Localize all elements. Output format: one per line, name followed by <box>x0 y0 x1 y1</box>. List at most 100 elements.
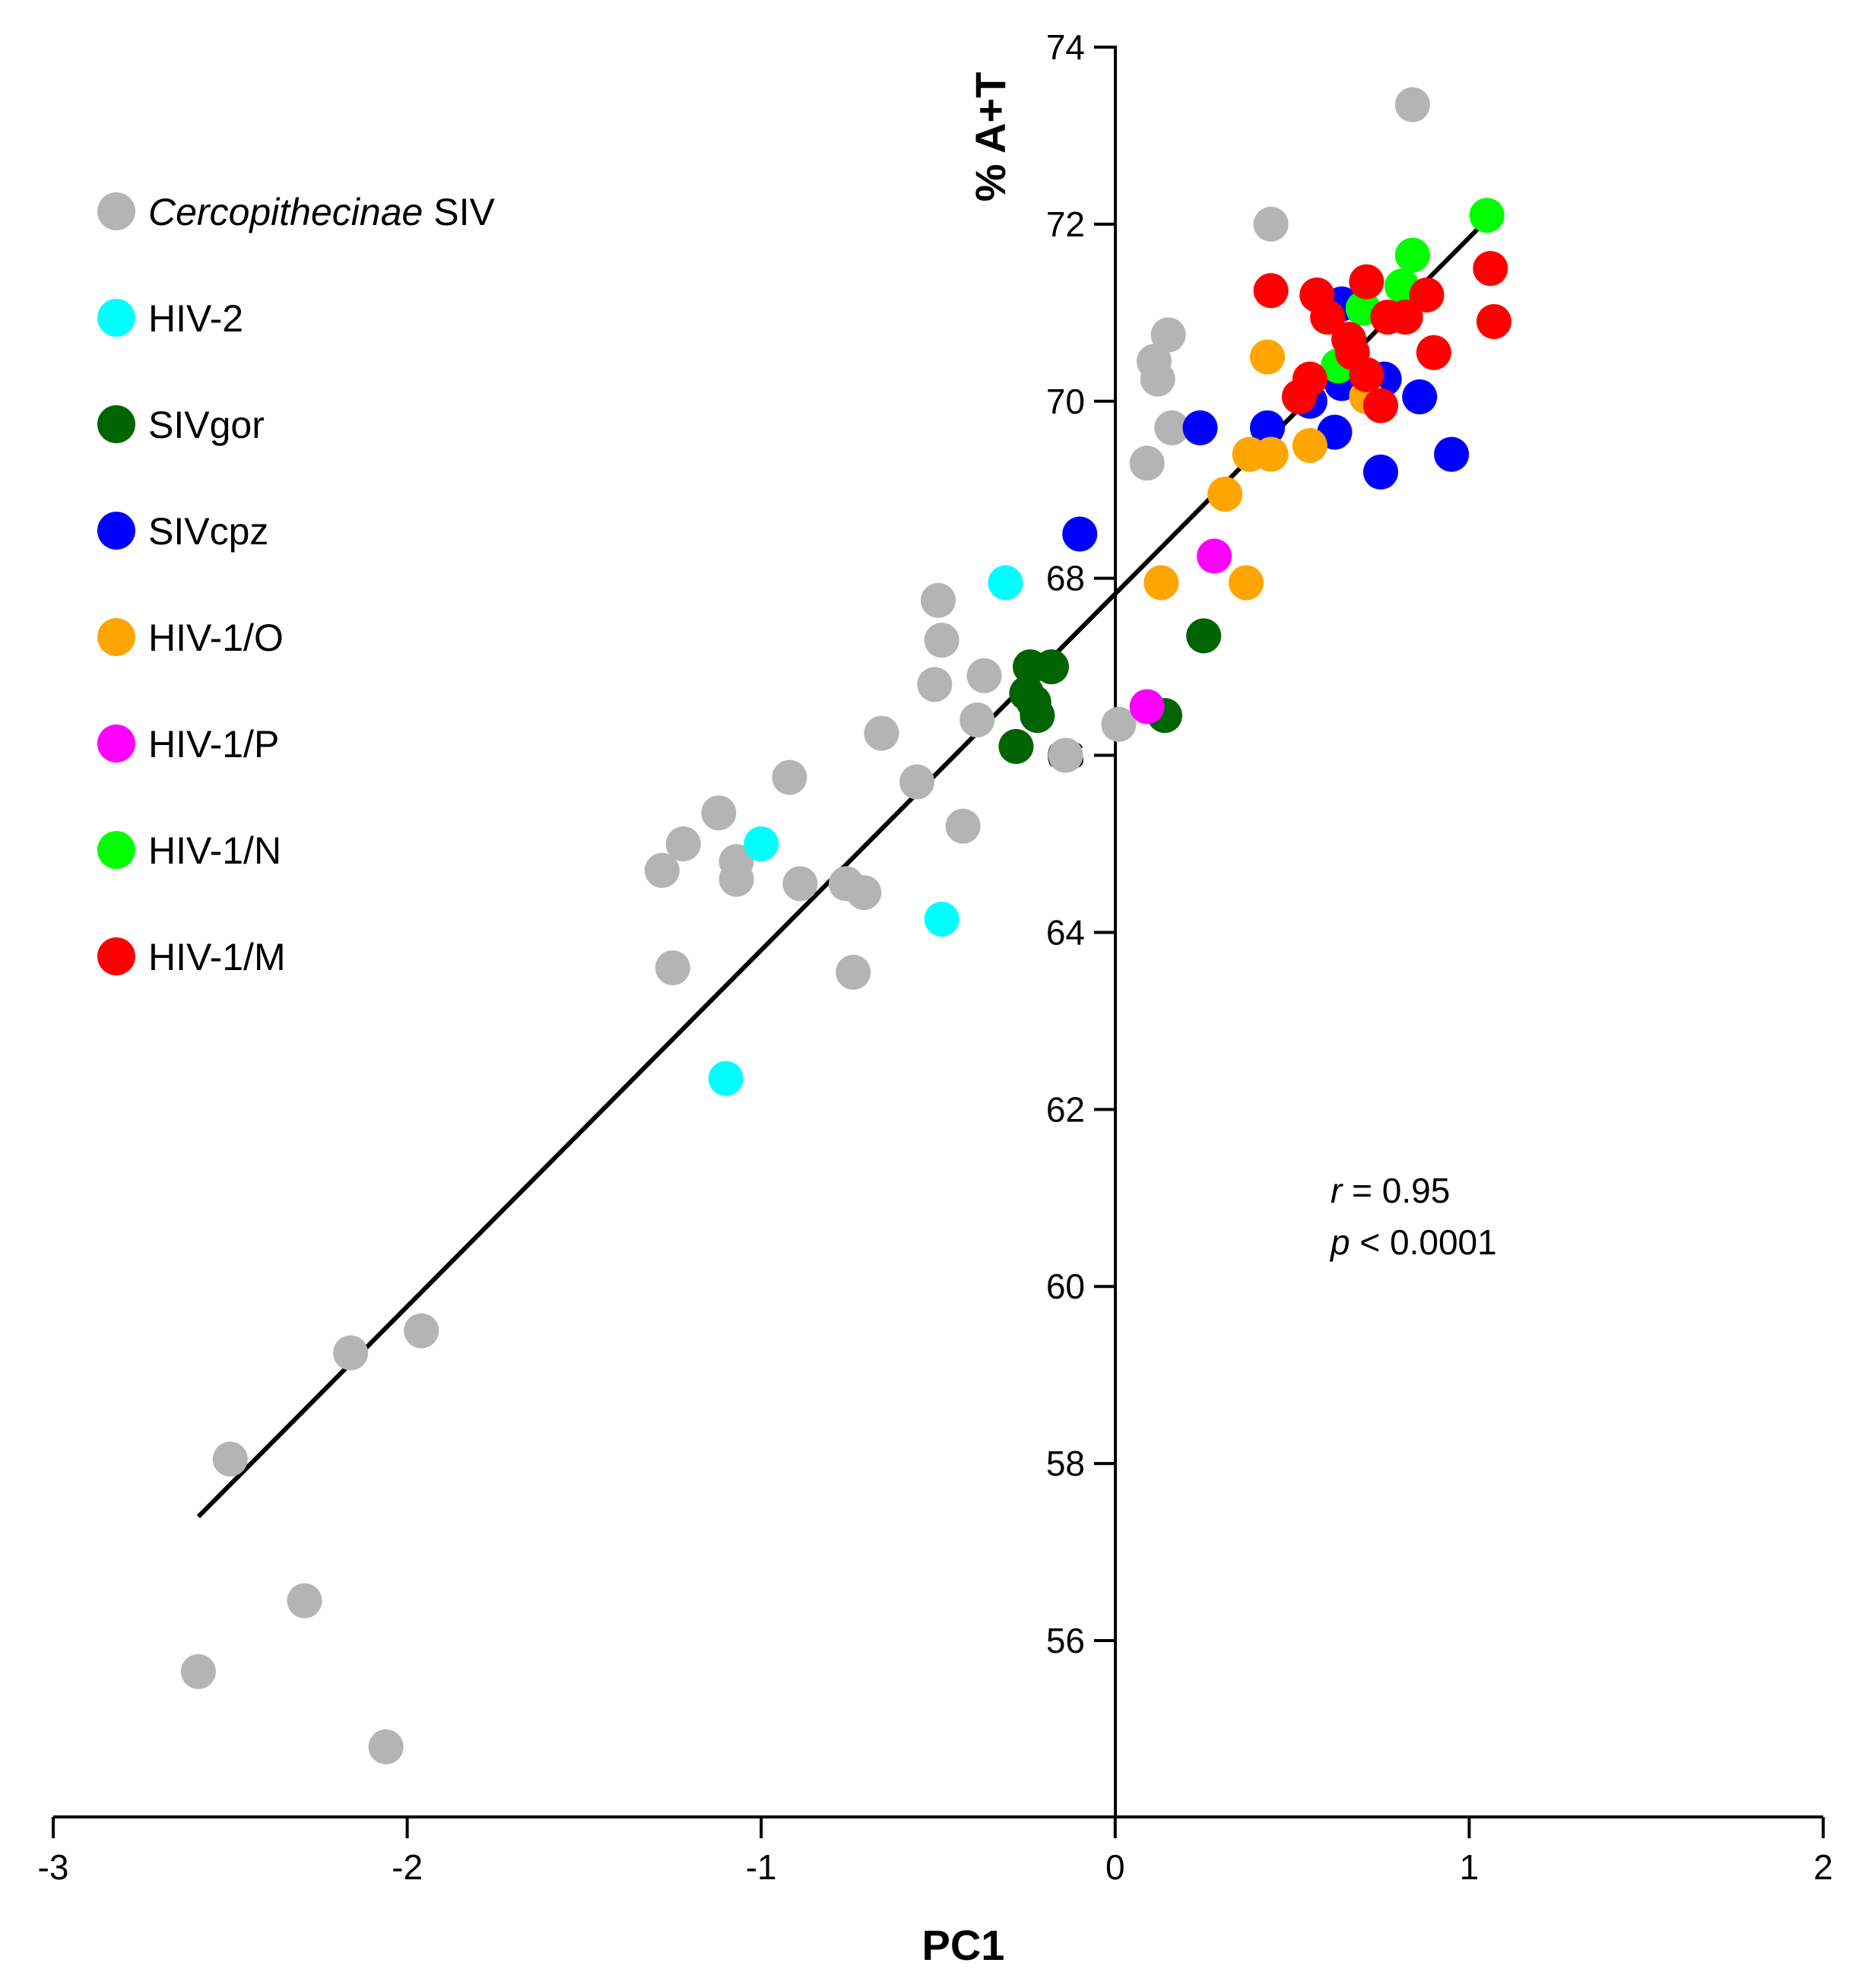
data-point <box>212 1441 248 1477</box>
legend-item: HIV-2 <box>97 297 243 340</box>
data-point <box>1048 737 1083 773</box>
data-point <box>988 565 1023 601</box>
legend-label: HIV-1/P <box>148 723 279 766</box>
data-point <box>959 702 995 737</box>
series-hiv-2 <box>708 565 1023 1096</box>
data-point <box>665 826 701 861</box>
data-point <box>924 623 959 658</box>
data-point <box>1409 277 1445 313</box>
data-point <box>1101 706 1137 742</box>
data-point <box>1250 339 1286 375</box>
data-point <box>1253 273 1289 309</box>
legend-marker <box>97 192 135 230</box>
p-value-annotation: p < 0.0001 <box>1329 1222 1497 1262</box>
data-point <box>899 764 935 800</box>
y-tick-label: 62 <box>1046 1089 1085 1129</box>
data-point <box>1143 565 1179 601</box>
series-sivgor <box>998 618 1222 764</box>
data-point <box>1207 477 1243 512</box>
data-point <box>998 728 1034 764</box>
data-point <box>333 1335 369 1371</box>
data-point <box>1253 206 1289 242</box>
data-point <box>772 759 807 795</box>
data-point <box>1182 410 1218 445</box>
data-point <box>1062 516 1098 552</box>
data-point <box>1416 335 1451 370</box>
data-point <box>701 795 737 831</box>
legend-marker <box>97 405 135 443</box>
data-point <box>1250 410 1286 445</box>
legend-item: SIVgor <box>97 404 265 446</box>
data-point <box>1476 303 1511 339</box>
legend-marker <box>97 937 135 975</box>
legend-marker <box>97 831 135 869</box>
data-point <box>1154 410 1190 445</box>
y-axis-title: % A+T <box>966 72 1014 202</box>
correlation-annotation: r = 0.95 <box>1331 1171 1450 1210</box>
legend-item: HIV-1/M <box>97 936 286 978</box>
data-point <box>1388 300 1423 335</box>
legend-label: SIVcpz <box>148 510 268 553</box>
data-point <box>718 861 754 897</box>
p-symbol: p <box>1329 1222 1350 1262</box>
legend-marker <box>97 299 135 337</box>
data-point <box>966 658 1002 693</box>
data-point <box>1473 251 1508 287</box>
data-point <box>1292 428 1327 463</box>
p-value: < 0.0001 <box>1350 1222 1497 1262</box>
data-point <box>1020 698 1055 734</box>
axes: -3-2-101256586062646668707274 <box>38 27 1833 1887</box>
data-point <box>924 901 959 937</box>
data-point <box>1033 649 1069 685</box>
data-point <box>1197 538 1232 574</box>
legend-label: HIV-1/M <box>148 936 286 978</box>
legend-label: Cercopithecinae SIV <box>148 191 495 233</box>
data-point <box>1434 436 1470 472</box>
data-point <box>1469 198 1505 233</box>
x-tick-label: 1 <box>1460 1847 1480 1887</box>
data-point <box>1129 445 1165 481</box>
series-hiv-1-m <box>1253 251 1511 423</box>
data-point <box>655 950 690 986</box>
data-point <box>1363 454 1398 490</box>
y-tick-label: 64 <box>1046 912 1085 952</box>
x-tick-label: 0 <box>1105 1847 1125 1887</box>
data-point <box>368 1729 404 1764</box>
r-value: = 0.95 <box>1342 1171 1450 1210</box>
legend-item: HIV-1/O <box>97 617 284 659</box>
data-point <box>1150 317 1186 353</box>
x-tick-label: 2 <box>1813 1847 1833 1887</box>
legend-label: SIVgor <box>148 404 265 446</box>
data-point <box>1363 388 1398 423</box>
legend-item: SIVcpz <box>97 510 268 553</box>
data-point <box>1394 87 1430 122</box>
data-point <box>836 954 871 990</box>
data-point <box>744 826 779 861</box>
x-tick-label: -3 <box>38 1847 69 1887</box>
legend-label: HIV-1/O <box>148 617 284 659</box>
y-tick-label: 68 <box>1046 559 1085 598</box>
legend-label: HIV-1/N <box>148 829 281 872</box>
series-cercopithecinae-siv <box>180 87 1430 1764</box>
data-point <box>404 1313 439 1349</box>
data-point <box>782 866 818 902</box>
data-point <box>1349 357 1384 392</box>
series-hiv-1-p <box>1129 538 1232 724</box>
data-point <box>921 582 956 618</box>
data-point <box>287 1583 322 1619</box>
data-point <box>1140 361 1175 397</box>
y-tick-label: 74 <box>1046 27 1085 67</box>
y-tick-label: 56 <box>1046 1621 1085 1660</box>
y-tick-label: 58 <box>1046 1444 1085 1483</box>
y-tick-label: 60 <box>1046 1267 1085 1306</box>
data-point <box>1281 379 1317 414</box>
data-point <box>864 715 899 751</box>
legend-marker <box>97 512 135 550</box>
legend-label: HIV-2 <box>148 297 243 340</box>
data-point <box>1310 300 1346 335</box>
data-point <box>1253 436 1289 472</box>
legend-marker <box>97 618 135 656</box>
data-point <box>1129 689 1165 724</box>
x-tick-label: -1 <box>746 1847 777 1887</box>
